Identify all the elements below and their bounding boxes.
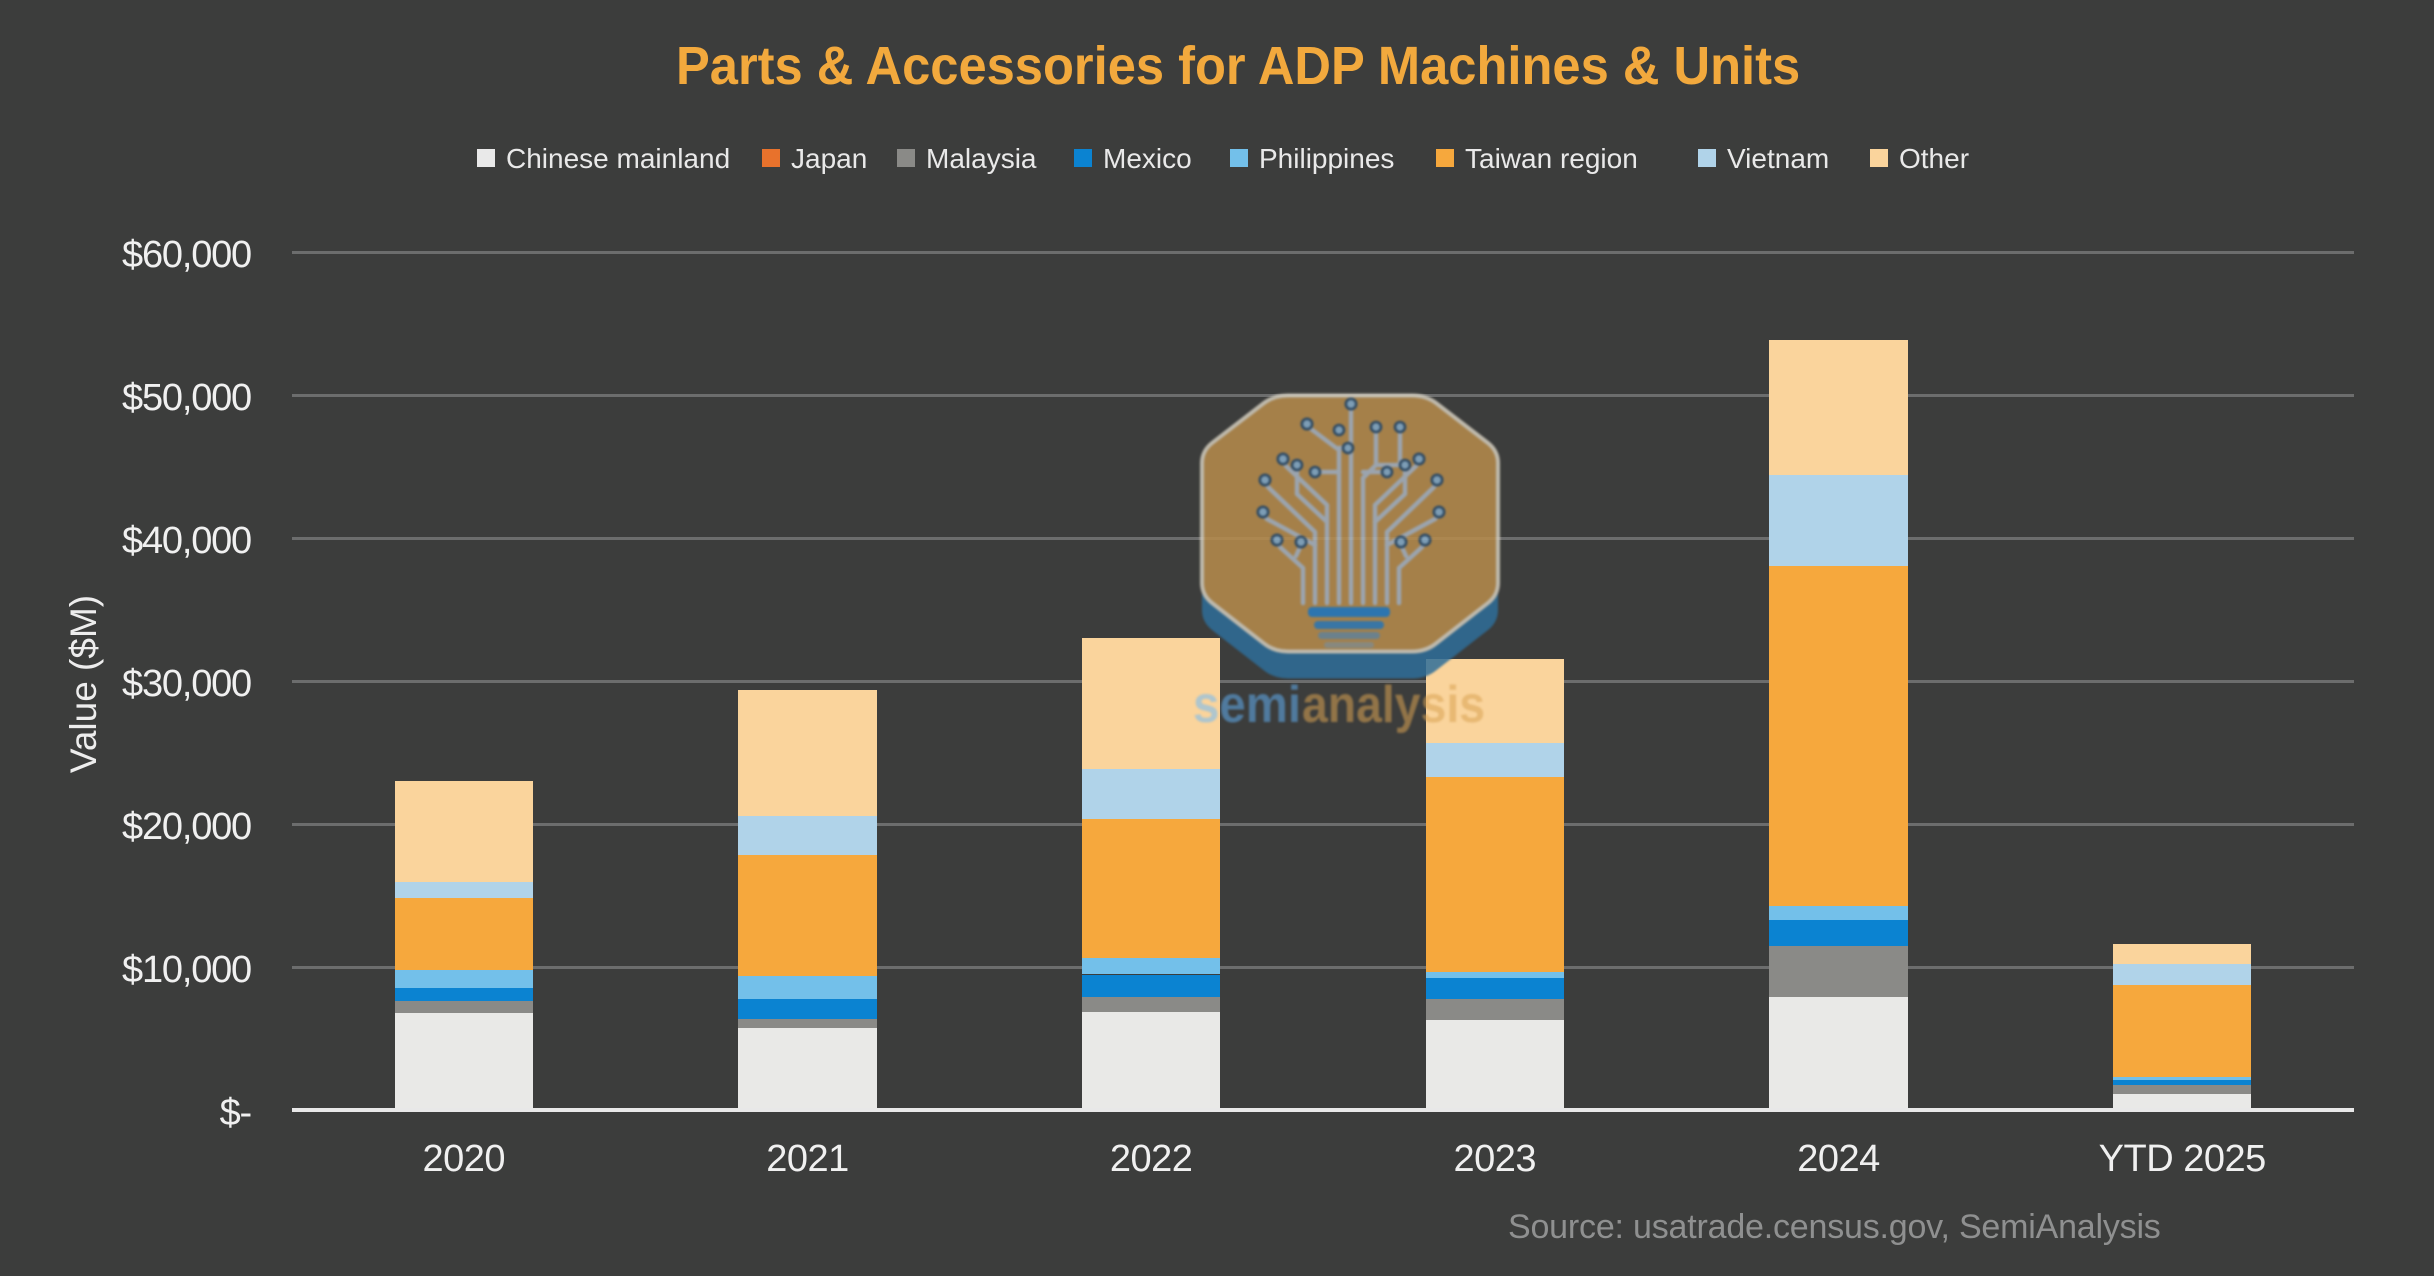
svg-text:analysis: analysis (1302, 676, 1485, 734)
svg-text:semi: semi (1193, 676, 1301, 734)
